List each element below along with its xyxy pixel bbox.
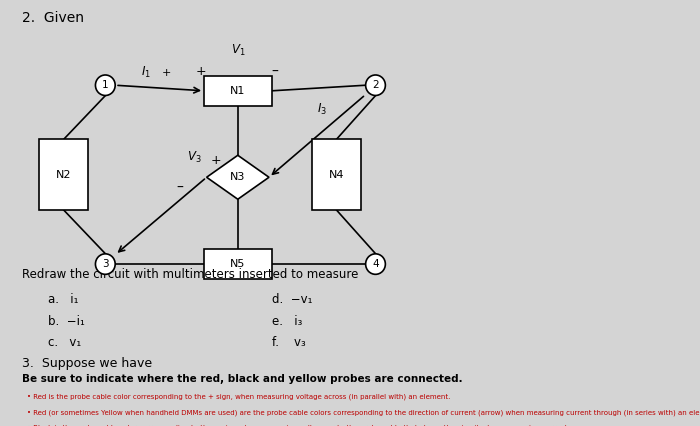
Text: f.    v₃: f. v₃ (272, 337, 305, 349)
Text: 1: 1 (102, 80, 108, 90)
Text: –: – (272, 64, 279, 78)
Ellipse shape (365, 75, 386, 95)
Text: $I_1$: $I_1$ (141, 65, 150, 80)
Bar (204, 75, 272, 106)
Text: d.  −v₁: d. −v₁ (272, 293, 312, 306)
Text: 2: 2 (372, 80, 379, 90)
Text: +: + (162, 68, 172, 78)
Text: +: + (196, 65, 206, 78)
Text: $V_1$: $V_1$ (230, 43, 245, 58)
Ellipse shape (365, 254, 386, 274)
Text: $V_3$: $V_3$ (188, 150, 202, 165)
Text: • Red (or sometimes Yellow when handheld DMMs are used) are the probe cable colo: • Red (or sometimes Yellow when handheld… (27, 409, 700, 415)
Text: 4: 4 (372, 259, 379, 269)
Text: N1: N1 (230, 86, 246, 96)
Text: –: – (176, 181, 183, 195)
Text: a.   i₁: a. i₁ (48, 293, 78, 306)
Text: N2: N2 (56, 170, 71, 180)
Text: $I_3$: $I_3$ (317, 102, 327, 117)
Text: Redraw the circuit with multimeters inserted to measure: Redraw the circuit with multimeters inse… (22, 268, 358, 281)
Bar (39, 139, 88, 210)
Text: 2.  Given: 2. Given (22, 11, 84, 25)
Text: • Black is the probe cable color corresponding to the − sign when measuring volt: • Black is the probe cable color corresp… (27, 425, 570, 426)
Text: N4: N4 (329, 170, 344, 180)
Text: c.   v₁: c. v₁ (48, 337, 81, 349)
Ellipse shape (95, 75, 116, 95)
Bar (204, 249, 272, 279)
Text: e.   i₃: e. i₃ (272, 315, 302, 328)
Text: b.  −i₁: b. −i₁ (48, 315, 85, 328)
Text: N3: N3 (230, 172, 246, 182)
Text: 3: 3 (102, 259, 108, 269)
Text: N5: N5 (230, 259, 246, 269)
Polygon shape (206, 155, 269, 199)
Text: Be sure to indicate where the red, black and yellow probes are connected.: Be sure to indicate where the red, black… (22, 374, 463, 384)
Ellipse shape (95, 254, 116, 274)
Bar (312, 139, 361, 210)
Text: +: + (210, 154, 220, 167)
Text: • Red is the probe cable color corresponding to the + sign, when measuring volta: • Red is the probe cable color correspon… (27, 393, 451, 400)
Text: 3.  Suppose we have: 3. Suppose we have (22, 357, 153, 369)
